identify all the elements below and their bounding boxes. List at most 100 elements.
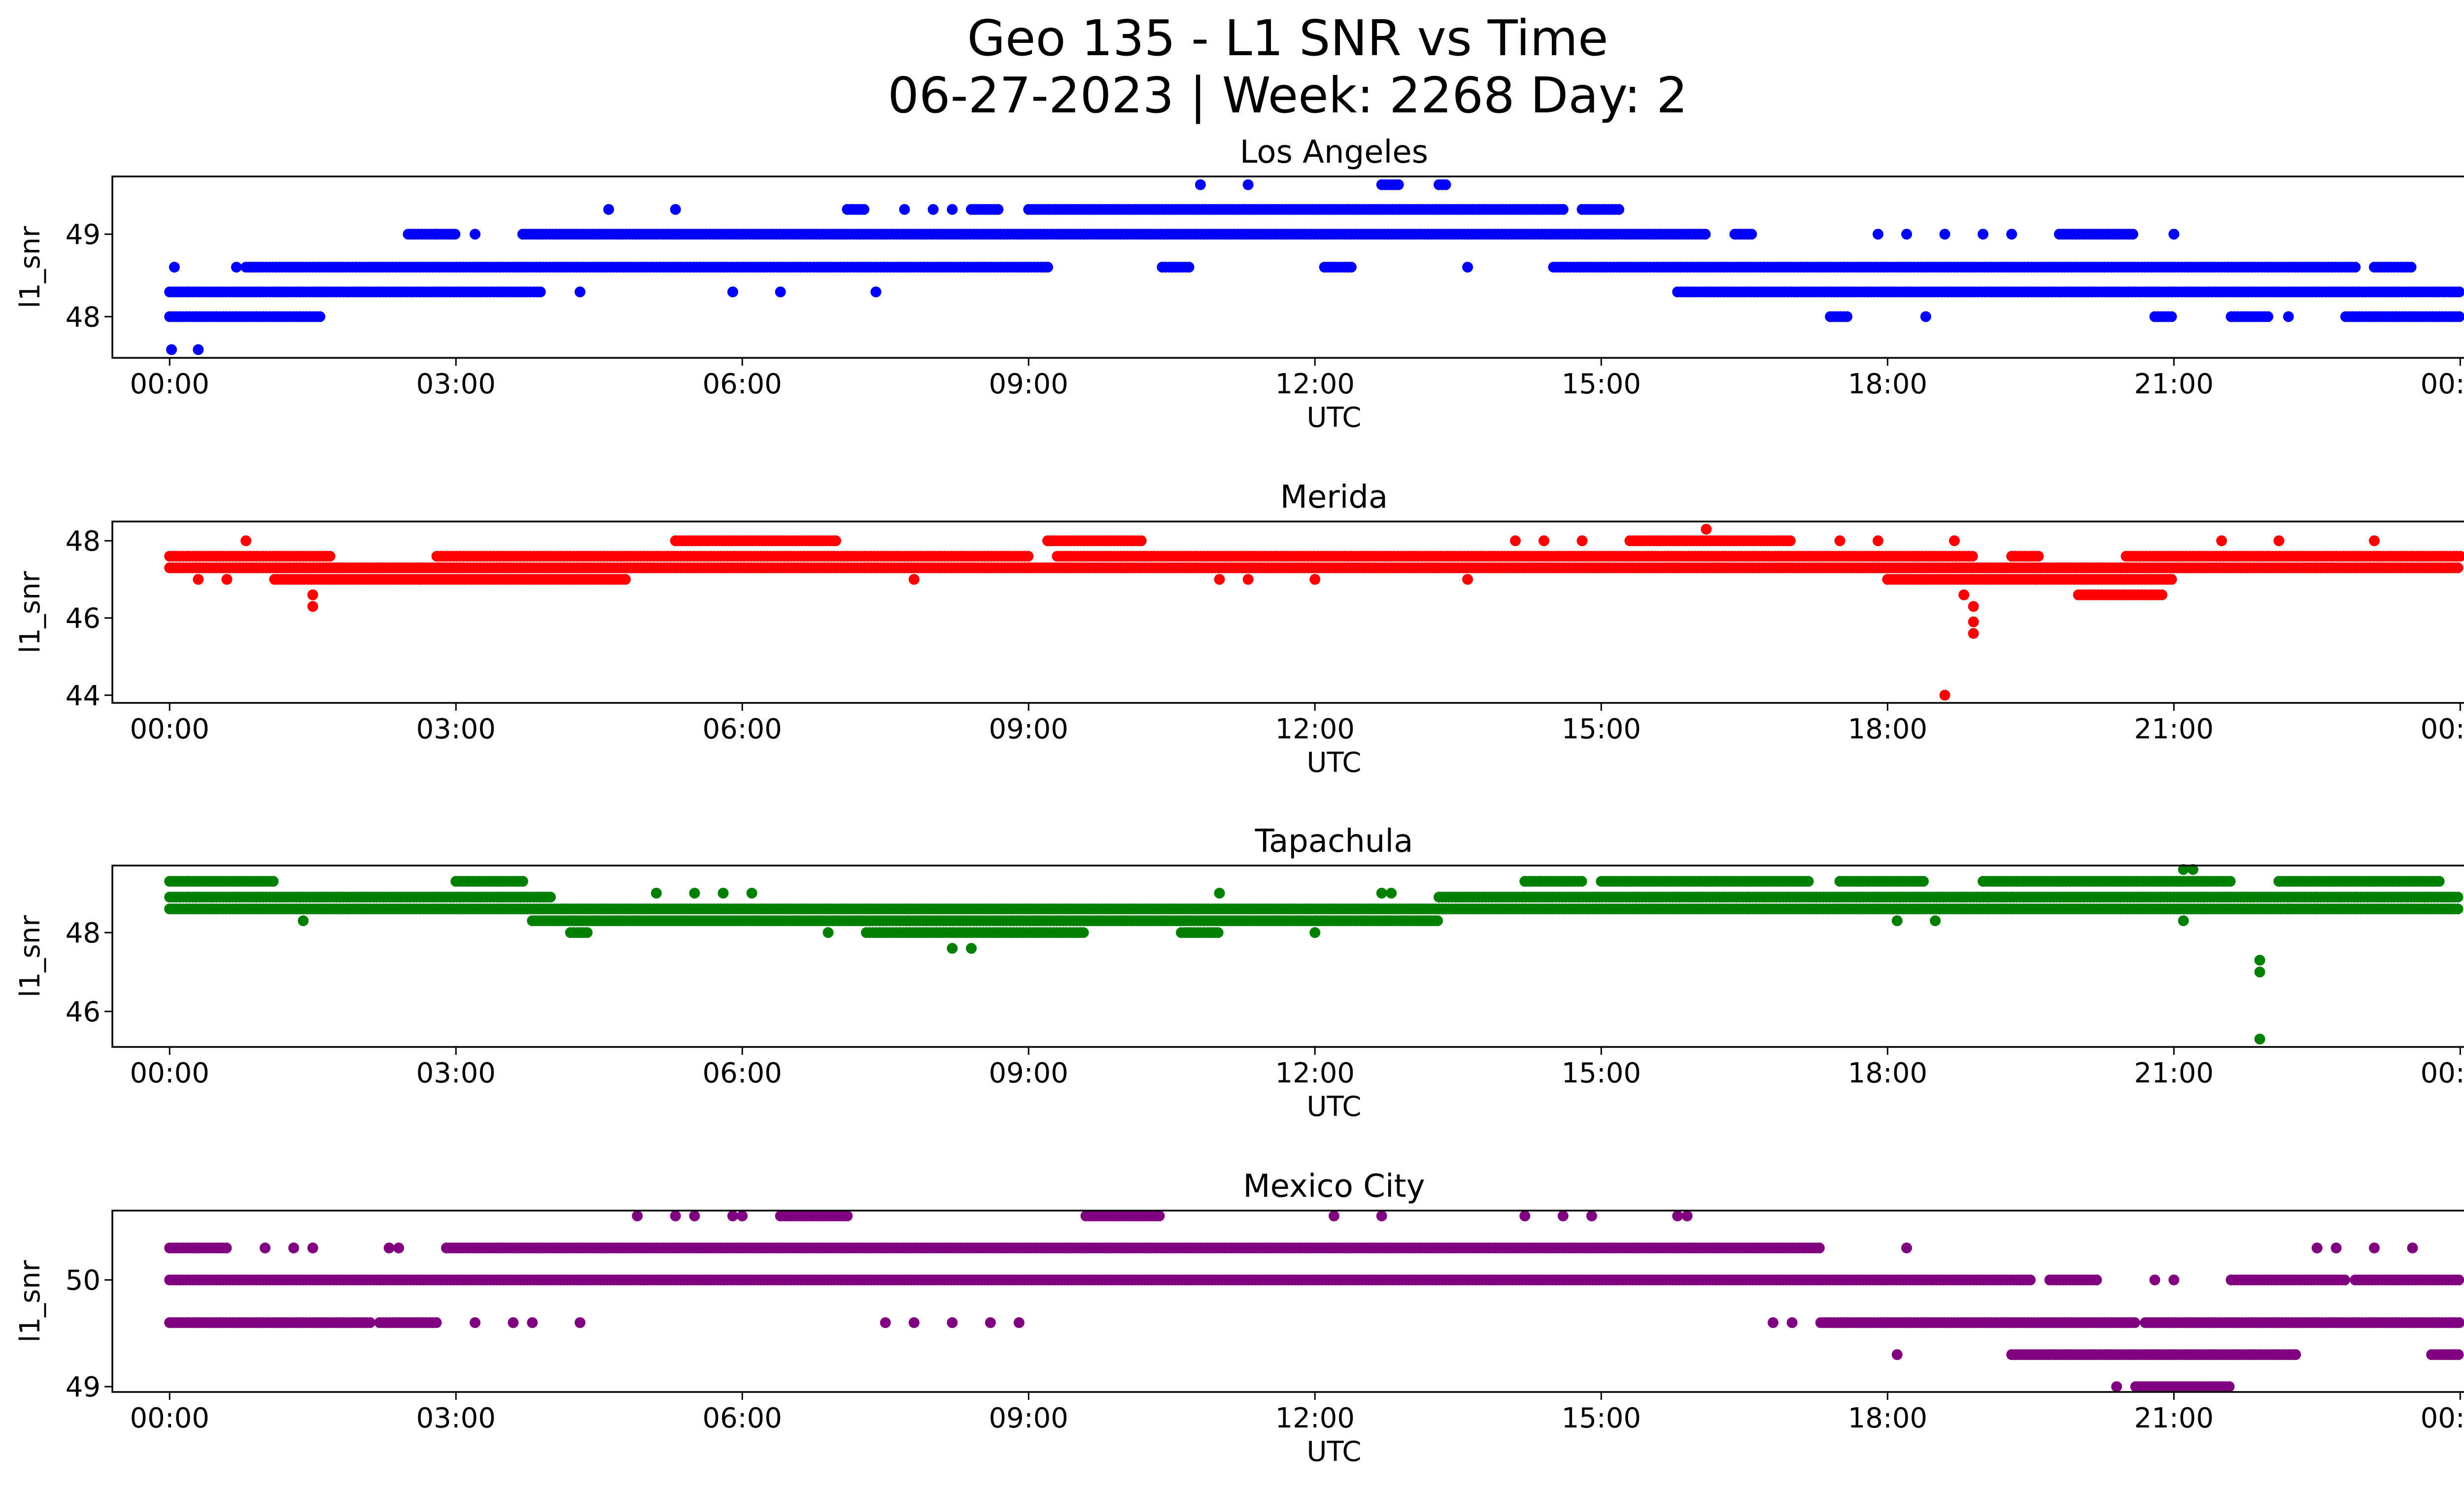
data-point — [1214, 574, 1225, 585]
data-point — [1968, 601, 1979, 612]
x-tick-label: 00:00 — [2421, 713, 2464, 745]
x-tick-label: 00:00 — [130, 368, 209, 400]
data-point — [2156, 589, 2168, 600]
data-point — [2452, 892, 2464, 903]
data-point — [1613, 204, 1625, 215]
data-point — [449, 229, 461, 240]
data-point — [620, 574, 631, 585]
x-tick-label: 09:00 — [989, 368, 1068, 400]
x-tick-label: 06:00 — [703, 368, 782, 400]
data-point — [2168, 229, 2180, 240]
x-tick-label: 03:00 — [416, 368, 496, 400]
data-point — [1183, 262, 1195, 273]
data-point — [830, 535, 841, 547]
data-point — [240, 535, 252, 547]
data-point — [2224, 876, 2236, 887]
data-point — [268, 876, 279, 887]
subplot-title: Merida — [1280, 479, 1388, 516]
data-point — [992, 204, 1004, 215]
data-point — [2262, 311, 2274, 322]
data-point — [193, 574, 204, 585]
data-point — [545, 892, 556, 903]
y-axis-label: l1_snr — [14, 571, 46, 654]
y-tick-label: 48 — [66, 301, 101, 333]
data-point — [1557, 204, 1569, 215]
y-tick-label: 48 — [66, 525, 101, 557]
x-tick-label: 12:00 — [1275, 713, 1355, 745]
data-point — [603, 204, 615, 215]
x-tick-label: 15:00 — [1562, 713, 1641, 745]
data-point — [1901, 229, 1912, 240]
data-point — [2369, 535, 2380, 547]
x-axis-label: UTC — [1306, 402, 1361, 434]
data-point — [2273, 535, 2285, 547]
data-point — [947, 204, 958, 215]
data-point — [1023, 551, 1034, 562]
data-point — [1242, 574, 1254, 585]
data-point — [858, 204, 870, 215]
data-point — [1939, 229, 1951, 240]
data-point — [1872, 229, 1883, 240]
y-tick-label: 44 — [66, 680, 101, 712]
data-point — [307, 601, 318, 612]
data-point — [1135, 535, 1147, 547]
data-point — [324, 551, 336, 562]
data-point — [575, 286, 585, 298]
data-point — [431, 229, 443, 240]
data-point — [2452, 562, 2464, 573]
data-points — [164, 179, 2464, 355]
data-point — [1242, 179, 1254, 190]
data-point — [927, 204, 939, 215]
data-point — [2454, 311, 2464, 322]
data-point — [1958, 589, 1970, 600]
data-point — [1842, 311, 1852, 322]
data-point — [2283, 311, 2294, 322]
data-point — [582, 927, 593, 938]
data-point — [2033, 551, 2044, 562]
data-point — [193, 344, 204, 355]
x-tick-label: 12:00 — [1275, 368, 1355, 400]
y-tick-label: 49 — [66, 219, 101, 251]
subplot-title: Tapachula — [1255, 823, 1413, 860]
data-point — [1872, 535, 1883, 547]
data-point — [470, 229, 480, 240]
x-tick-label: 03:00 — [416, 713, 496, 745]
data-point — [1978, 229, 1988, 240]
data-point — [1701, 523, 1712, 535]
data-point — [1195, 179, 1206, 190]
data-point — [775, 286, 786, 298]
data-point — [670, 204, 681, 215]
data-point — [1968, 616, 1979, 627]
data-point — [1345, 262, 1357, 273]
data-point — [1393, 179, 1404, 190]
x-tick-label: 18:00 — [1848, 713, 1927, 745]
data-point — [899, 204, 910, 215]
data-point — [1834, 535, 1846, 547]
data-point — [1700, 229, 1711, 240]
data-point — [1462, 262, 1473, 273]
x-tick-label: 15:00 — [1562, 368, 1641, 400]
data-point — [1440, 179, 1451, 190]
data-point — [307, 589, 318, 600]
x-tick-label: 21:00 — [2134, 713, 2214, 745]
data-point — [1432, 915, 1443, 926]
data-point — [1920, 311, 1931, 322]
data-point — [1576, 535, 1588, 547]
data-points — [164, 864, 2464, 1044]
data-point — [1309, 574, 1321, 585]
data-point — [314, 311, 326, 322]
data-point — [1803, 876, 1814, 887]
data-point — [166, 344, 177, 355]
data-point — [908, 574, 920, 585]
data-point — [727, 286, 738, 298]
x-tick-label: 06:00 — [703, 713, 782, 745]
data-point — [1967, 551, 1978, 562]
data-point — [1042, 262, 1053, 273]
data-point — [1968, 628, 1979, 639]
data-point — [169, 262, 180, 273]
x-tick-label: 18:00 — [1848, 368, 1927, 400]
